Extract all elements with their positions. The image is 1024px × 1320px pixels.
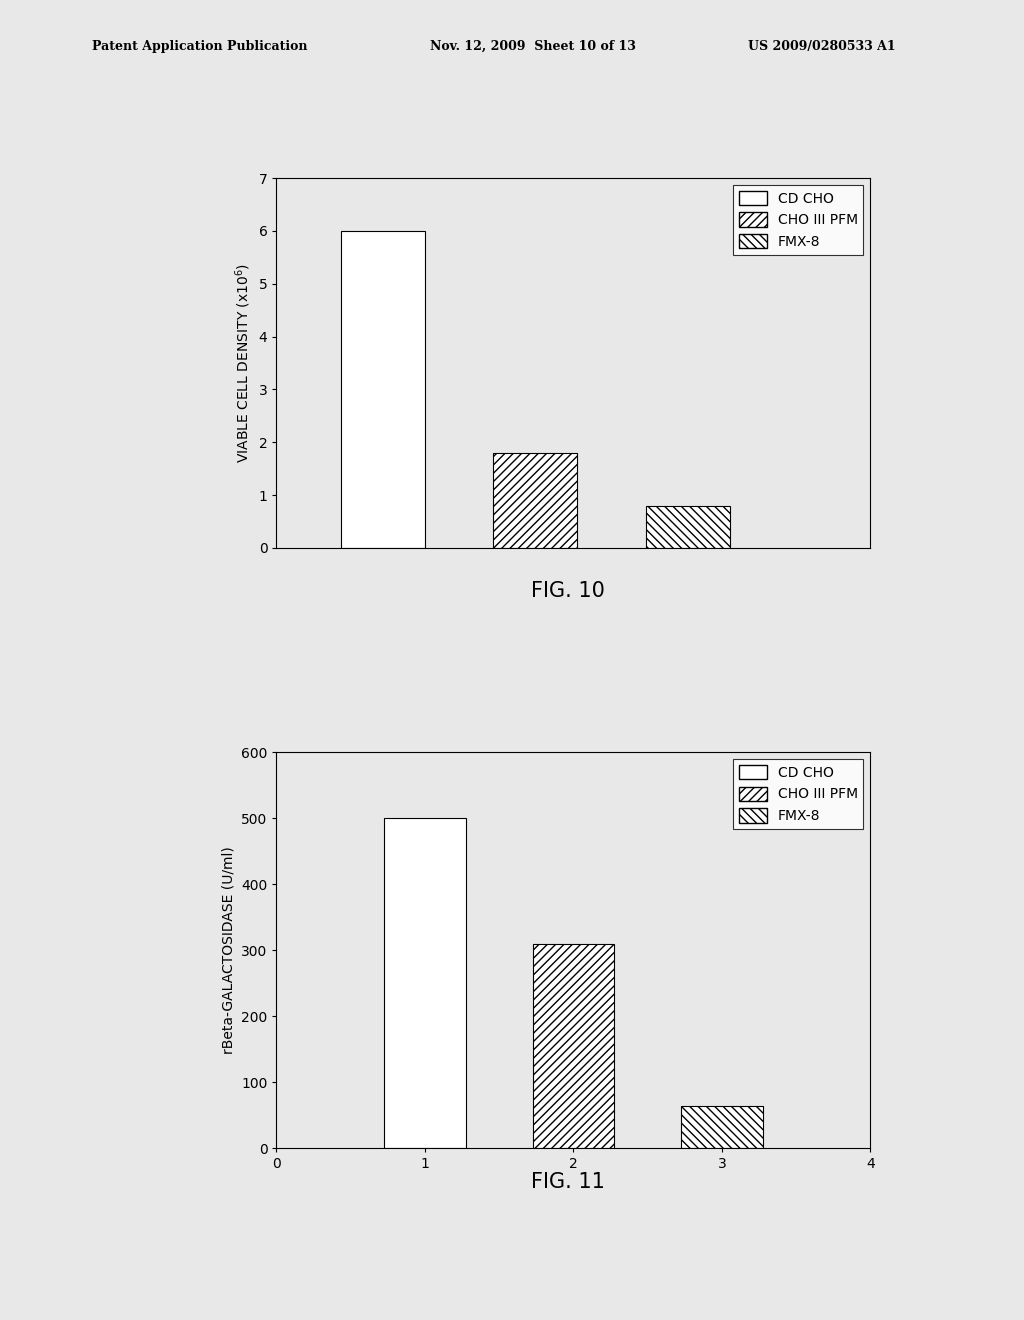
Bar (532, 944, 614, 1148)
Bar (494, 453, 578, 548)
Legend: CD CHO, CHO III PFM, FMX-8: CD CHO, CHO III PFM, FMX-8 (733, 185, 863, 255)
Text: Nov. 12, 2009  Sheet 10 of 13: Nov. 12, 2009 Sheet 10 of 13 (430, 40, 636, 53)
Bar (646, 506, 729, 548)
Bar (681, 1106, 763, 1148)
Text: US 2009/0280533 A1: US 2009/0280533 A1 (748, 40, 895, 53)
Legend: CD CHO, CHO III PFM, FMX-8: CD CHO, CHO III PFM, FMX-8 (733, 759, 863, 829)
Bar (384, 818, 466, 1148)
Text: Patent Application Publication: Patent Application Publication (92, 40, 307, 53)
Text: FIG. 10: FIG. 10 (531, 581, 605, 601)
Text: FIG. 11: FIG. 11 (531, 1172, 605, 1192)
Bar (341, 231, 425, 548)
Y-axis label: VIABLE CELL DENSITY (x10$^6$): VIABLE CELL DENSITY (x10$^6$) (233, 263, 253, 463)
Y-axis label: rBeta-GALACTOSIDASE (U/ml): rBeta-GALACTOSIDASE (U/ml) (221, 846, 236, 1055)
